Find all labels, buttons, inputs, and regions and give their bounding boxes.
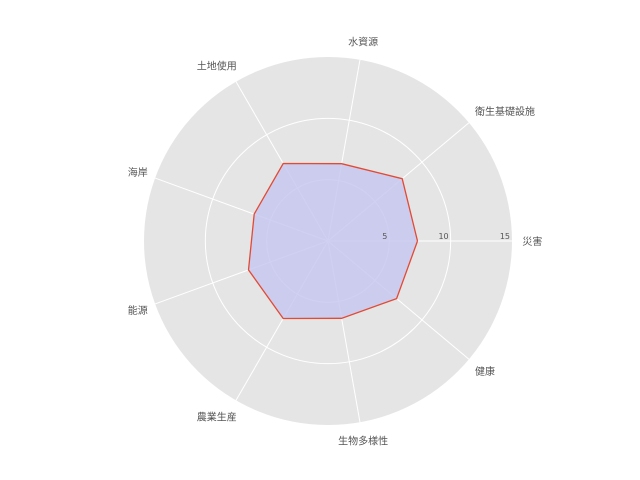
radial-tick-labels: 5 10 15 [382,232,510,241]
rtick-label-3: 15 [500,232,510,241]
category-label-6: 能源 [128,304,148,317]
category-label-8: 生物多様性 [338,434,388,447]
category-label-2: 衛生基礎設施 [475,105,535,118]
series-line [247,162,419,320]
category-label-3: 水資源 [348,36,378,49]
category-label-9: 健康 [475,365,495,378]
category-label-1: 災害 [522,235,542,248]
category-label-5: 海岸 [128,166,148,179]
series-area [248,163,418,319]
rtick-label-1: 5 [382,232,387,241]
rtick-label-2: 10 [438,232,448,241]
category-label-4: 土地使用 [197,60,237,73]
category-label-7: 農業生産 [197,410,237,423]
